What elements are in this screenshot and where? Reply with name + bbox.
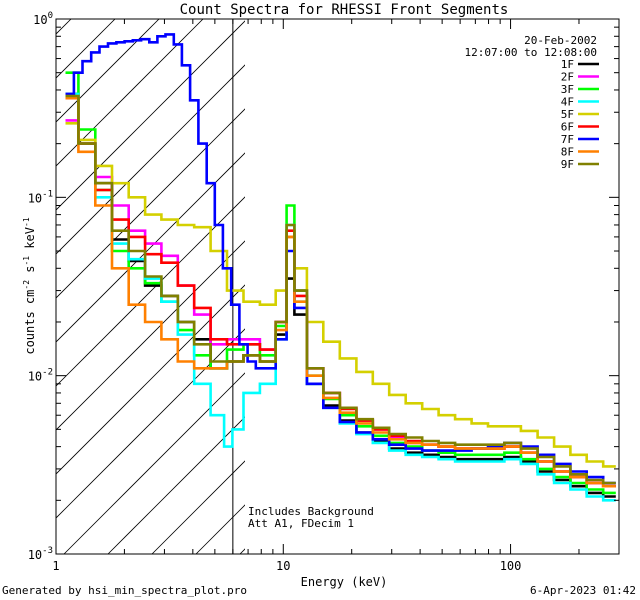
date-label: 20-Feb-2002 [524,34,597,47]
x-axis-label: Energy (keV) [301,575,388,589]
legend-label: 6F [561,121,574,134]
hatch-line [56,284,245,475]
hatch-line [63,372,245,554]
y-tick-label: 100 [33,11,53,27]
legend-label: 8F [561,146,574,159]
x-tick-label: 100 [500,559,522,573]
axis-ticks [55,18,620,555]
legend-label: 3F [561,83,574,96]
hatch-line [56,108,245,299]
hatch-line [56,19,116,79]
footer-generated-by: Generated by hsi_min_spectra_plot.pro [2,584,247,597]
y-tick-label: 10-2 [28,368,53,384]
series-8F [65,96,616,488]
series-5F [65,122,616,468]
series-layer [65,33,616,502]
x-tick-label: 1 [52,559,59,573]
time-range-label: 12:07:00 to 12:08:00 [465,46,597,59]
series-7F [65,33,616,485]
hatch-line [56,20,245,211]
chart-title: Count Spectra for RHESSI Front Segments [180,2,509,18]
x-tick-label: 10 [276,559,290,573]
series-9F [65,94,616,485]
legend-label: 9F [561,158,574,171]
legend-label: 7F [561,133,574,146]
axis-tick-labels: 1 10 100 100 10-1 10-2 10-3 [28,11,522,573]
legend-label: 5F [561,108,574,121]
legend-label: 2F [561,71,574,84]
series-6F [65,96,616,488]
hatch-line [56,19,160,123]
plot-frame [55,18,620,555]
footer-timestamp: 6-Apr-2023 01:42 [530,584,636,597]
hatch-line [56,19,72,35]
legend-label: 4F [561,96,574,109]
series-4F [65,92,616,502]
hatch-line [107,416,245,554]
y-axis-label: counts cm-2 s-1 keV-1 [22,217,37,354]
hatch-line [56,328,245,519]
series-1F [65,92,616,498]
legend-label: 1F [561,58,574,71]
annotation-background: Includes Background [248,505,374,518]
hatch-line [56,196,245,387]
hatch-line [56,19,204,167]
hatch-line [56,240,245,431]
y-tick-label: 10-1 [28,189,53,205]
annotation-attenuator: Att A1, FDecim 1 [248,517,354,530]
y-tick-label: 10-3 [28,546,53,562]
hatch-line [56,152,245,343]
